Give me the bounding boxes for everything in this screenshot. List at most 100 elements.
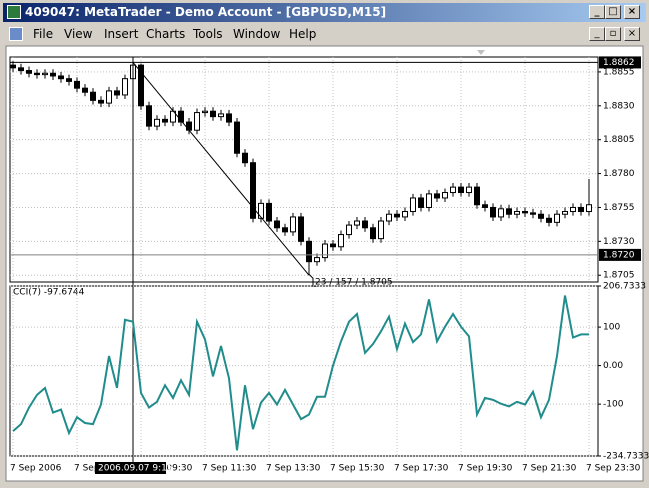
candle-body bbox=[82, 87, 88, 93]
y-tick-label: 1.8730 bbox=[603, 237, 635, 247]
candle-body bbox=[58, 75, 64, 80]
candle-body bbox=[298, 216, 304, 242]
main-pane bbox=[9, 56, 599, 283]
candle-body bbox=[210, 110, 216, 118]
candle-body bbox=[50, 72, 56, 77]
x-tick-label: 7 Sep 15:30 bbox=[330, 464, 385, 474]
candle-body bbox=[546, 217, 552, 223]
x-tick-label: 7 Sep 13:30 bbox=[266, 464, 321, 474]
candle-body bbox=[266, 202, 272, 222]
y-tick-label: 1.8855 bbox=[603, 67, 635, 77]
doc-minimize[interactable]: _ bbox=[589, 27, 605, 41]
menu-item[interactable]: Charts bbox=[146, 27, 186, 41]
candle-body bbox=[234, 121, 240, 154]
menu-item[interactable]: Tools bbox=[193, 27, 223, 41]
candle-body bbox=[258, 202, 264, 219]
candle-body bbox=[362, 220, 368, 229]
candle-body bbox=[122, 78, 128, 96]
x-tick-label: 7 Sep 21:30 bbox=[522, 464, 577, 474]
crosshair-time: 2006.09.07 9:15 bbox=[98, 464, 173, 474]
minimize-button[interactable]: _ bbox=[589, 5, 605, 19]
trendline bbox=[132, 62, 310, 276]
window-title: 409047: MetaTrader - Demo Account - [GBP… bbox=[25, 5, 387, 19]
app-icon bbox=[7, 5, 21, 19]
indicator-line bbox=[12, 295, 589, 451]
x-tick-label: 7 Sep 19:30 bbox=[458, 464, 513, 474]
candle-body bbox=[466, 186, 472, 194]
candle-body bbox=[34, 72, 40, 76]
candle-body bbox=[42, 72, 48, 76]
y-tick-label: 1.8705 bbox=[603, 271, 635, 281]
candle-body bbox=[290, 216, 296, 233]
candle-body bbox=[74, 80, 80, 89]
y-tick-label: 100 bbox=[603, 323, 620, 333]
candle-body bbox=[162, 118, 168, 123]
menu-item[interactable]: Help bbox=[289, 27, 317, 41]
y-tick-label: 0.00 bbox=[603, 361, 623, 371]
candle-body bbox=[274, 220, 280, 229]
y-tick-label: -234.7333 bbox=[603, 452, 649, 462]
candle-body bbox=[26, 70, 32, 74]
candle-body bbox=[458, 186, 464, 194]
chart-window bbox=[5, 45, 644, 482]
candle-body bbox=[426, 193, 432, 208]
title-bar: 409047: MetaTrader - Demo Account - [GBP… bbox=[3, 3, 646, 22]
candle-body bbox=[106, 90, 112, 104]
candle-body bbox=[434, 193, 440, 199]
doc-restore[interactable]: ▫ bbox=[605, 27, 621, 41]
menu-item[interactable]: File bbox=[33, 27, 54, 41]
menu-item[interactable]: Window bbox=[233, 27, 281, 41]
candle-body bbox=[282, 227, 288, 233]
x-tick-label: 7 Sep 11:30 bbox=[202, 464, 257, 474]
maximize-button[interactable]: □ bbox=[605, 5, 621, 19]
candle-body bbox=[90, 91, 96, 101]
y-tick-label: 1.8780 bbox=[603, 169, 635, 179]
candle-body bbox=[218, 113, 224, 118]
price-label: 1.8720 bbox=[603, 250, 635, 260]
candle-body bbox=[442, 192, 448, 199]
trendline-cursor bbox=[308, 273, 317, 287]
candle-body bbox=[410, 197, 416, 213]
candle-body bbox=[474, 186, 480, 206]
candle-body bbox=[346, 224, 352, 236]
candle-body bbox=[138, 64, 144, 107]
candle-body bbox=[154, 118, 160, 127]
candle-body bbox=[562, 211, 568, 215]
candle-body bbox=[570, 206, 576, 213]
candle-body bbox=[506, 208, 512, 215]
candle-body bbox=[354, 220, 360, 226]
shift-marker bbox=[477, 50, 485, 55]
menu-bar: _ ▫ × File View Insert Charts Tools Window Hel… bbox=[3, 25, 646, 44]
menu-item[interactable]: View bbox=[64, 27, 93, 41]
candle-body bbox=[186, 121, 192, 131]
candle-body bbox=[418, 197, 424, 208]
candle-body bbox=[522, 211, 528, 214]
close-button[interactable]: × bbox=[624, 5, 640, 19]
candle-body bbox=[306, 240, 312, 263]
x-tick-label: 7 Sep 23:30 bbox=[586, 464, 641, 474]
y-tick-label: 1.8805 bbox=[603, 135, 635, 145]
indicator-title: CCI(7) -97.6744 bbox=[13, 288, 85, 298]
crosshair-price: 1.8862 bbox=[603, 58, 635, 68]
trendline-label: 23 / 157 / 1.8705 bbox=[315, 278, 393, 288]
candle-body bbox=[538, 213, 544, 219]
candle-body bbox=[530, 212, 536, 215]
candle-body bbox=[586, 204, 592, 213]
doc-close[interactable]: × bbox=[624, 27, 640, 41]
candle-body bbox=[146, 105, 152, 127]
candle-body bbox=[10, 64, 16, 69]
price-label-box bbox=[599, 248, 641, 261]
candle-body bbox=[378, 220, 384, 240]
candle-body bbox=[66, 78, 72, 82]
candle-body bbox=[482, 204, 488, 208]
y-tick-label: 1.8755 bbox=[603, 203, 635, 213]
candle-body bbox=[394, 213, 400, 218]
candle-body bbox=[18, 67, 24, 72]
candle-body bbox=[178, 110, 184, 123]
y-tick-label: -100 bbox=[603, 400, 624, 410]
candle-body bbox=[386, 213, 392, 222]
menu-item[interactable]: Insert bbox=[104, 27, 139, 41]
candle-body bbox=[322, 243, 328, 259]
y-tick-label: 206.7333 bbox=[603, 282, 646, 292]
